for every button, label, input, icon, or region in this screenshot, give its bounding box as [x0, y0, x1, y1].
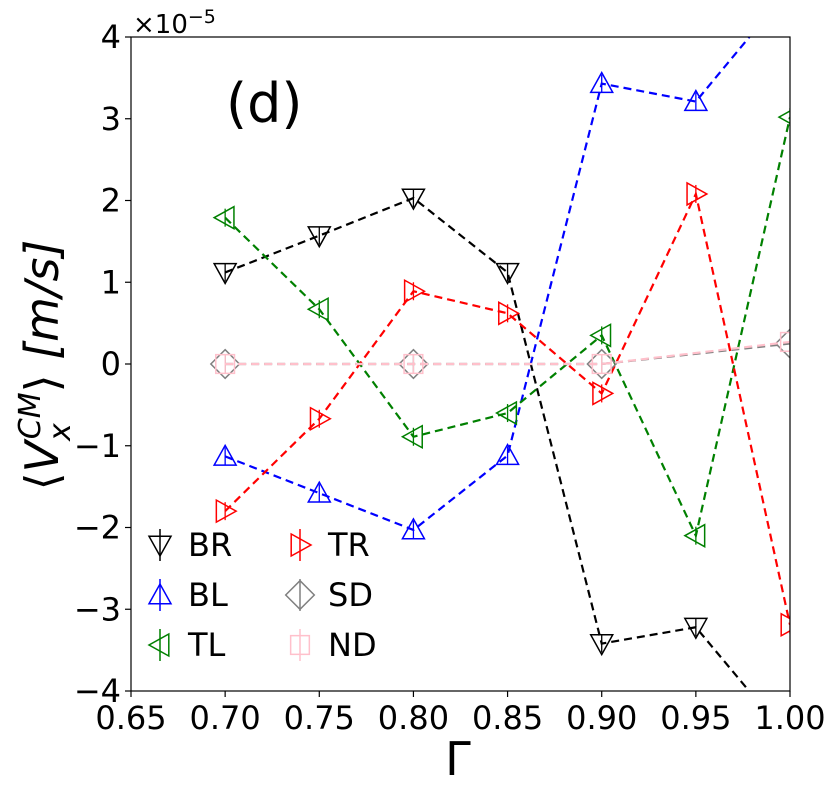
x-tick-label: 0.85	[472, 699, 543, 737]
data-point-br	[495, 262, 520, 285]
data-point-tr	[215, 498, 238, 524]
legend-item-tr: TR	[290, 526, 370, 564]
y-scale-prefix: ×10	[133, 10, 188, 40]
data-point-br	[401, 188, 426, 211]
data-point-tl	[589, 323, 612, 348]
data-point-bl	[212, 443, 238, 466]
series-sd	[209, 328, 790, 380]
y-tick-label: 1	[101, 263, 121, 301]
data-point-tr	[309, 406, 332, 432]
legend-item-tl: TL	[147, 626, 226, 664]
series-bl	[212, 37, 751, 540]
legend-marker-sd	[284, 579, 316, 611]
y-tick-label: 4	[101, 18, 121, 56]
data-point-tl	[212, 205, 235, 230]
x-tick-label: 0.75	[284, 699, 355, 737]
x-tick-label: 0.65	[95, 699, 166, 737]
legend-label-nd: ND	[328, 626, 377, 664]
data-point-bl	[495, 443, 520, 466]
x-axis-label: Γ	[445, 732, 471, 786]
x-tick-label: 0.80	[378, 699, 449, 737]
y-tick-label: 0	[101, 345, 121, 383]
series-br	[212, 188, 751, 691]
y-label-var: V	[15, 437, 69, 472]
legend-marker-tl	[147, 632, 170, 658]
y-tick-label: −1	[74, 427, 121, 465]
panel-label: (d)	[226, 72, 302, 135]
data-point-br	[212, 262, 238, 285]
data-point-tr	[498, 301, 521, 326]
series-tl	[212, 108, 790, 548]
x-tick-label: 0.90	[566, 699, 637, 737]
data-point-tl	[683, 523, 706, 548]
legend-marker-bl	[147, 582, 173, 605]
data-point-bl	[401, 517, 426, 540]
y-label-unit: [m/s]	[15, 240, 69, 375]
data-point-nd	[403, 353, 424, 375]
legend-marker-br	[147, 535, 173, 558]
data-point-br	[589, 634, 614, 657]
x-tick-label: 0.95	[660, 699, 731, 737]
data-point-bl	[589, 71, 614, 94]
y-tick-label: −3	[74, 590, 121, 628]
data-point-br	[307, 226, 332, 249]
legend-label-tr: TR	[327, 526, 370, 564]
series-line-tl	[224, 116, 790, 540]
y-tick-label: 3	[101, 100, 121, 138]
y-label-sup: CM	[13, 392, 48, 439]
legend-item-sd: SD	[284, 576, 373, 614]
y-label-sub: x	[43, 423, 78, 442]
data-point-bl	[683, 89, 709, 112]
data-point-tr	[686, 181, 709, 207]
y-tick-label: −2	[74, 509, 121, 547]
legend-label-bl: BL	[188, 576, 228, 614]
legend-item-br: BR	[147, 526, 232, 564]
legend: BR BL TL TR SD ND	[147, 526, 377, 664]
series-tr	[215, 181, 790, 638]
legend-marker-nd	[289, 634, 311, 656]
data-point-tl	[777, 110, 790, 125]
data-point-nd	[591, 353, 612, 375]
legend-label-tl: TL	[187, 626, 226, 664]
x-tick-label: 0.70	[190, 699, 261, 737]
data-point-tr	[592, 381, 615, 406]
legend-item-bl: BL	[147, 576, 228, 614]
data-point-tl	[306, 296, 329, 322]
legend-marker-tr	[290, 532, 313, 558]
y-label-close: ⟩	[15, 374, 69, 392]
y-label-open: ⟨	[15, 472, 69, 490]
data-point-nd	[215, 353, 236, 375]
y-tick-label: −4	[74, 672, 121, 710]
y-axis-label: ⟨VxCM⟩ [m/s]	[13, 240, 78, 491]
data-point-tl	[495, 400, 518, 426]
y-scale-exponent: −5	[188, 6, 216, 28]
y-scale-label: ×10−5	[133, 6, 216, 40]
legend-label-br: BR	[188, 526, 232, 564]
legend-item-nd: ND	[289, 626, 377, 664]
series-nd	[215, 331, 790, 375]
y-tick-label: 2	[101, 182, 121, 220]
plot-area	[209, 37, 790, 691]
legend-label-sd: SD	[328, 576, 373, 614]
series-line-nd	[225, 340, 790, 366]
data-point-tr	[780, 612, 790, 638]
data-point-br	[683, 617, 709, 640]
data-point-bl	[307, 480, 332, 503]
series-line-sd	[225, 342, 790, 366]
data-point-tr	[403, 278, 426, 304]
data-point-nd	[779, 331, 790, 353]
x-tick-label: 1.00	[754, 699, 825, 737]
data-point-tl	[400, 424, 423, 450]
